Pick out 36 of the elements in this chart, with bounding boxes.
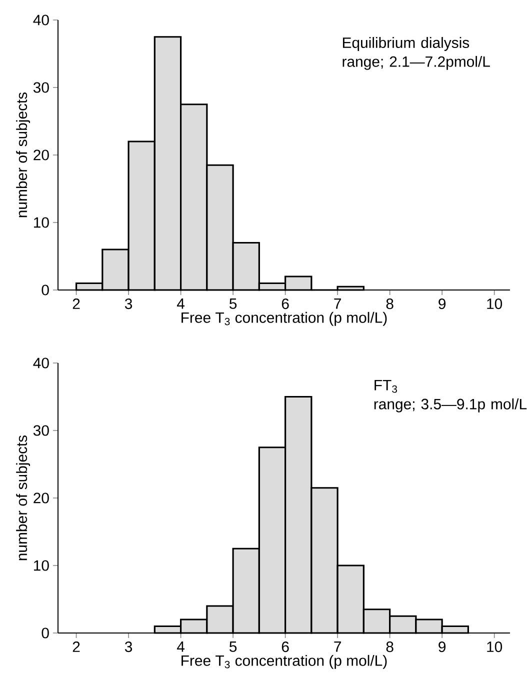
annotation: FT$_{3}$ [374, 380, 398, 393]
x-tick-label: 6 [282, 642, 289, 652]
x-tick-label: 7 [334, 642, 341, 652]
x-tick-label: 5 [229, 298, 237, 309]
x-tick-label: 4 [176, 298, 185, 309]
x-tick-label: 6 [282, 298, 289, 310]
x-tick-label: 3 [124, 298, 132, 310]
y-tick-label: 30 [33, 82, 49, 93]
x-tick-label: 3 [124, 642, 132, 652]
x-tick-label: 8 [386, 642, 394, 652]
y-tick-label: 0 [42, 628, 49, 638]
x-tick-label: 2 [72, 642, 80, 652]
x-tick-label: 10 [487, 642, 502, 652]
x-axis-title: Free T$_{3}$ concentration (p mol/L) [182, 654, 387, 669]
annotation: Equilibrium dialysis [342, 37, 470, 51]
y-tick-label: 20 [34, 492, 49, 504]
x-tick-label: 2 [72, 298, 80, 309]
y-tick-label: 10 [34, 217, 49, 228]
y-tick-label: 40 [33, 358, 49, 368]
x-tick-label: 5 [229, 642, 237, 652]
y-tick-label: 10 [34, 560, 49, 571]
x-tick-label: 7 [334, 298, 341, 309]
x-tick-label: 9 [438, 298, 446, 310]
x-tick-label: 8 [386, 298, 394, 310]
y-axis-title: number of subjects [16, 435, 30, 560]
y-tick-label: 20 [34, 150, 49, 160]
y-tick-label: 30 [33, 425, 49, 436]
y-tick-label: 40 [33, 14, 49, 26]
y-tick-label: 0 [42, 284, 49, 296]
x-tick-label: 9 [438, 642, 446, 652]
x-axis-title: Free T$_{3}$ concentration (p mol/L) [182, 312, 387, 326]
annotation: range; 3.5—9.1p mol/L [374, 398, 527, 412]
x-tick-label: 4 [176, 642, 185, 652]
x-tick-label: 10 [487, 298, 502, 310]
y-axis-title: number of subjects [16, 92, 30, 218]
annotation: range; 2.1—7.2pmol/L [342, 56, 490, 70]
